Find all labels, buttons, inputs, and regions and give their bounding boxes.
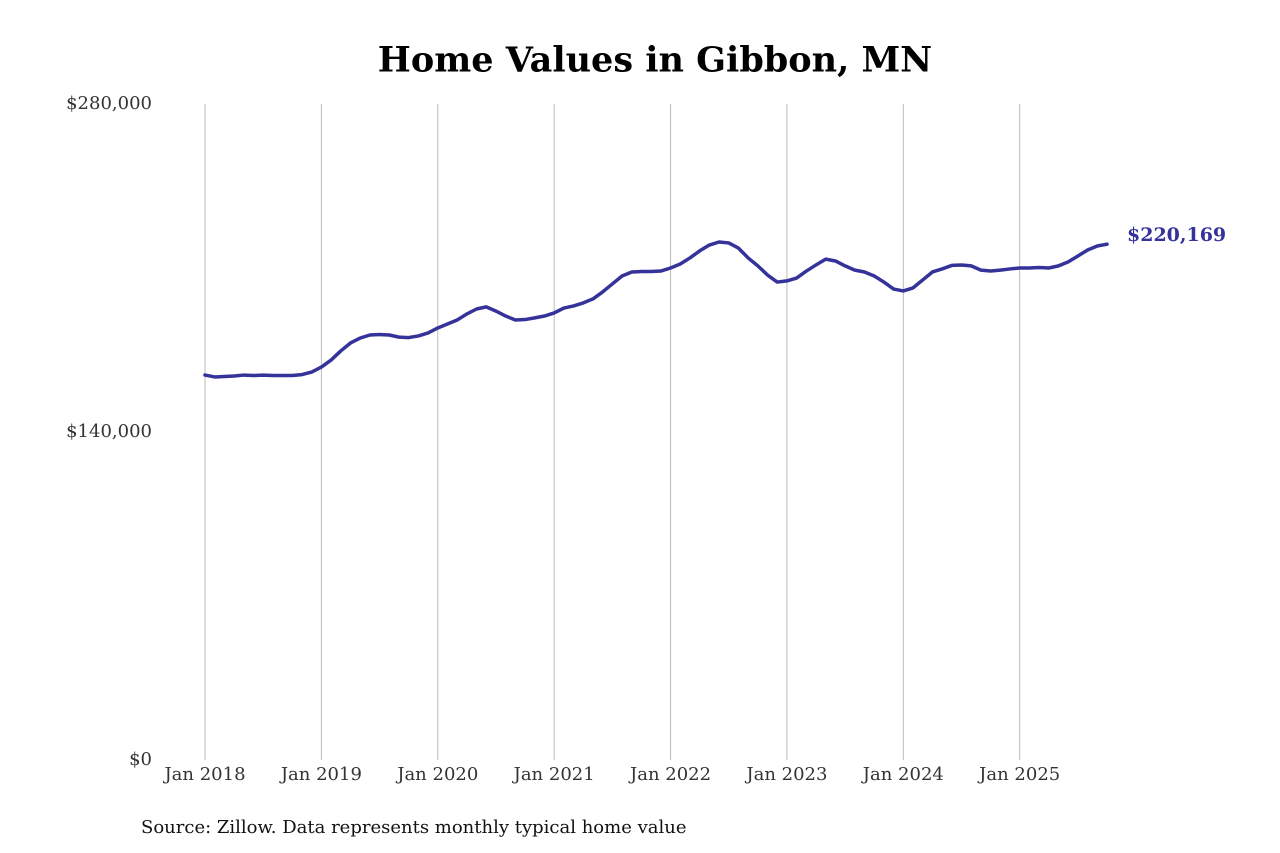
x-tick-label: Jan 2021: [512, 764, 595, 785]
source-note: Source: Zillow. Data represents monthly …: [141, 817, 687, 838]
y-tick-label: $140,000: [66, 421, 152, 442]
x-tick-label: Jan 2022: [628, 764, 711, 785]
value-label: $220,169: [1127, 224, 1226, 246]
y-tick-label: $280,000: [66, 93, 152, 114]
y-tick-label: $0: [129, 749, 152, 770]
x-tick-label: Jan 2023: [744, 764, 827, 785]
x-tick-label: Jan 2020: [395, 764, 478, 785]
x-tick-label: Jan 2018: [162, 764, 245, 785]
chart-title: Home Values in Gibbon, MN: [378, 40, 932, 81]
x-tick-label: Jan 2019: [279, 764, 362, 785]
data-line: [203, 240, 1109, 379]
x-tick-label: Jan 2025: [977, 764, 1060, 785]
x-tick-label: Jan 2024: [861, 764, 944, 785]
